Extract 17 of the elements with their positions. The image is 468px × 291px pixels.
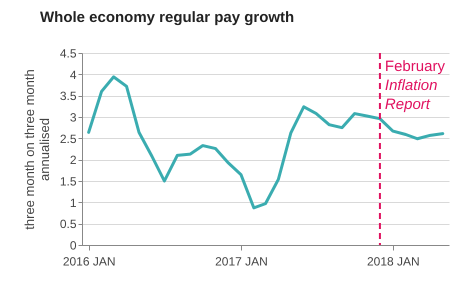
y-tick-label: 0.5 <box>60 217 77 232</box>
y-tick-label: 2 <box>70 153 77 168</box>
y-axis-title: three month on three month annualised <box>22 69 52 230</box>
x-tick-label: 2016 JAN <box>62 254 116 268</box>
y-tick-label: 3 <box>70 110 77 124</box>
y-tick-label: 3.5 <box>60 89 77 104</box>
y-tick-label: 4 <box>70 68 77 82</box>
chart-title: Whole economy regular pay growth <box>40 9 294 26</box>
y-tick-label: 1 <box>70 196 77 210</box>
line-series <box>87 75 444 210</box>
y-tick-label: 0 <box>70 238 77 252</box>
y-tick-label: 4.5 <box>60 46 77 60</box>
ref-line-label: February Inflation Report <box>384 58 446 113</box>
y-tick-label: 2.5 <box>60 132 77 146</box>
x-tick-label: 2017 JAN <box>215 254 268 268</box>
y-tick-label: 1.5 <box>60 174 77 188</box>
x-tick-label: 2018 JAN <box>366 254 420 268</box>
